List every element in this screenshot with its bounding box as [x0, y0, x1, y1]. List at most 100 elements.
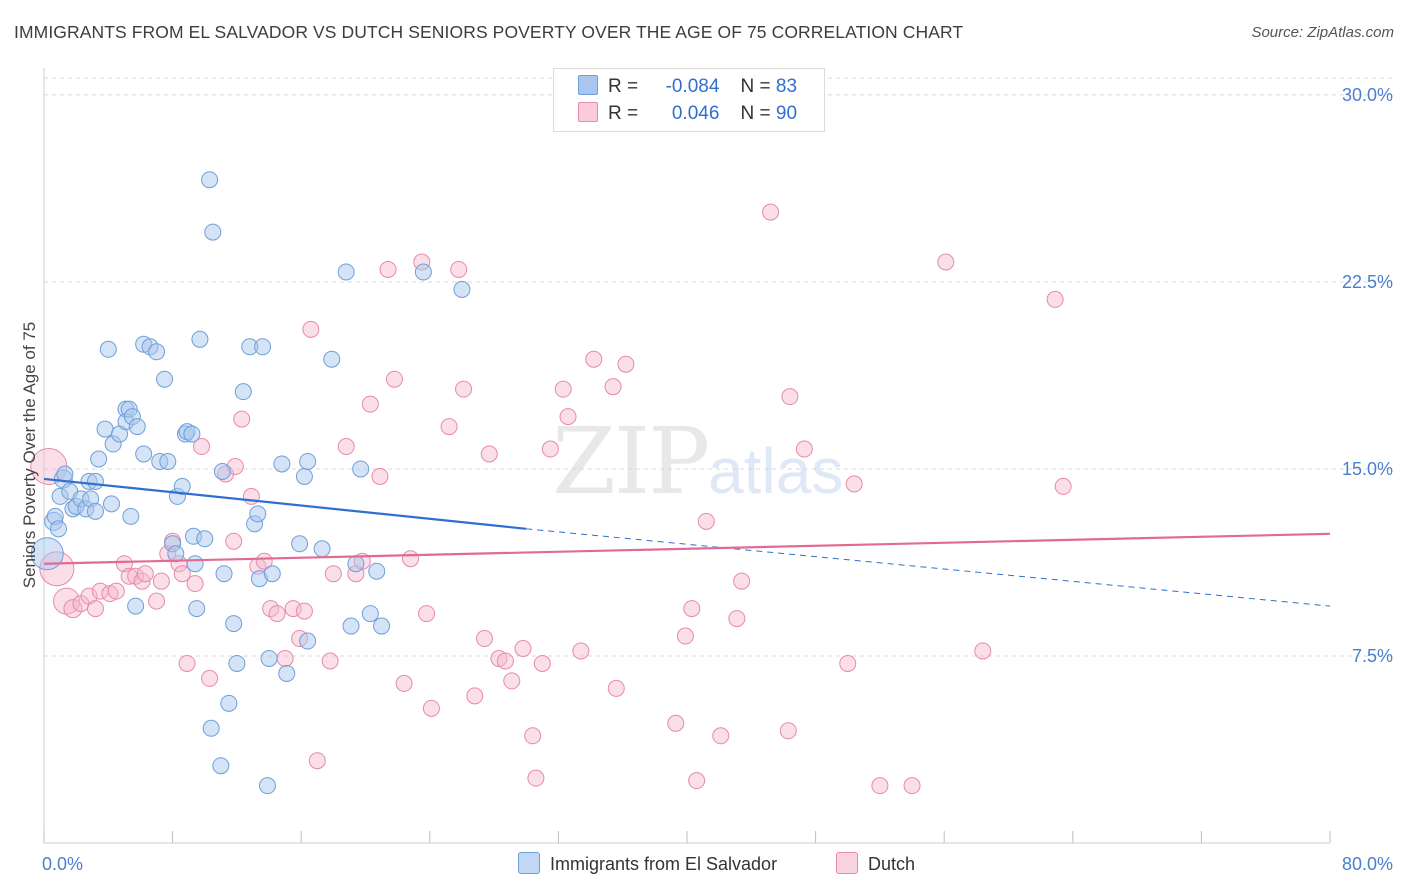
legend-n-label: N = — [740, 103, 771, 124]
legend-swatch-blue — [578, 75, 598, 95]
dutch-point — [422, 699, 440, 717]
dutch-point — [871, 777, 889, 795]
el-salvador-point — [99, 340, 117, 358]
legend-swatch-pink — [578, 102, 598, 122]
dutch-point — [466, 687, 484, 705]
el-salvador-point — [188, 600, 206, 618]
dutch-point — [554, 380, 572, 398]
bottom-legend-dutch: Dutch — [836, 852, 915, 875]
dutch-point — [607, 679, 625, 697]
el-salvador-point — [173, 477, 191, 495]
el-salvador-point — [234, 383, 252, 401]
el-salvador-point — [135, 445, 153, 463]
el-salvador-point — [183, 425, 201, 443]
dutch-point — [379, 260, 397, 278]
dutch-point — [136, 565, 154, 583]
el-salvador-point — [225, 615, 243, 633]
el-salvador-point — [127, 597, 145, 615]
dutch-point — [276, 649, 294, 667]
stats-legend: R = -0.084 N = 83 R = 0.046 N = 90 — [553, 68, 825, 132]
dutch-point — [697, 512, 715, 530]
el-salvador-point — [373, 617, 391, 635]
el-salvador-point — [352, 460, 370, 478]
dutch-point — [688, 772, 706, 790]
dutch-point — [395, 674, 413, 692]
dutch-point — [604, 378, 622, 396]
dutch-point — [572, 642, 590, 660]
el-salvador-point — [167, 545, 185, 563]
x-tick-label: 0.0% — [42, 854, 83, 874]
dutch-point — [845, 475, 863, 493]
legend-r-label: R = — [608, 76, 639, 97]
el-salvador-point — [128, 418, 146, 436]
el-salvador-point — [299, 452, 317, 470]
dutch-point — [514, 640, 532, 658]
el-salvador-point — [156, 370, 174, 388]
el-salvador-point — [260, 649, 278, 667]
dutch-point — [193, 438, 211, 456]
dutch-point — [762, 203, 780, 221]
bottom-legend-label: Immigrants from El Salvador — [550, 854, 778, 874]
dutch-point — [152, 572, 170, 590]
dutch-trend-line — [43, 532, 1331, 565]
el-salvador-point — [337, 263, 355, 281]
watermark-zip: ZIP — [552, 408, 710, 515]
legend-r-label: R = — [608, 103, 639, 124]
dutch-point — [337, 438, 355, 456]
legend-n-label: N = — [740, 76, 771, 97]
dutch-point — [321, 652, 339, 670]
el-salvador-point — [361, 605, 379, 623]
el-salvador-point — [86, 472, 104, 490]
dutch-point — [450, 260, 468, 278]
el-salvador-point — [204, 223, 222, 241]
el-salvador-point — [347, 555, 365, 573]
dutch-point — [63, 599, 83, 619]
dutch-point — [903, 777, 921, 795]
dutch-point — [559, 408, 577, 426]
dutch-point — [1054, 477, 1072, 495]
el-salvador-point — [258, 777, 276, 795]
el-salvador-point — [323, 350, 341, 368]
dutch-point — [308, 752, 326, 770]
watermark: ZIPatlas — [552, 408, 843, 515]
el-salvador-point — [368, 562, 386, 580]
dutch-point — [541, 440, 559, 458]
dutch-point — [53, 587, 81, 615]
el-salvador-point — [49, 520, 67, 538]
el-salvador-point — [299, 632, 317, 650]
dutch-point — [712, 727, 730, 745]
el-salvador-point — [215, 565, 233, 583]
el-salvador-point — [273, 455, 291, 473]
el-salvador-point — [30, 537, 64, 571]
y-tick-label: 30.0% — [1342, 85, 1393, 105]
el-salvador-trend-extrapolated — [526, 528, 1331, 607]
el-salvador-point — [254, 338, 272, 356]
x-tick-label: 80.0% — [1342, 854, 1393, 874]
chart-title: IMMIGRANTS FROM EL SALVADOR VS DUTCH SEN… — [14, 22, 964, 42]
dutch-point — [496, 652, 514, 670]
dutch-point — [503, 672, 521, 690]
dutch-point — [733, 572, 751, 590]
dutch-point — [86, 600, 104, 618]
dutch-point — [186, 575, 204, 593]
dutch-point — [1046, 290, 1064, 308]
el-salvador-point — [249, 505, 267, 523]
el-salvador-point — [122, 507, 140, 525]
legend-n-value: 90 — [775, 103, 798, 124]
el-salvador-point — [453, 280, 471, 298]
dutch-point — [302, 320, 320, 338]
dutch-point — [781, 388, 799, 406]
dutch-point — [178, 654, 196, 672]
watermark-atlas: atlas — [708, 435, 844, 507]
dutch-point — [173, 565, 191, 583]
el-salvador-trend-line — [43, 477, 527, 530]
dutch-point — [418, 605, 436, 623]
el-salvador-point — [86, 502, 104, 520]
dutch-point — [255, 552, 273, 570]
dutch-point — [585, 350, 603, 368]
bottom-legend-swatch-pink — [836, 852, 858, 874]
dutch-point — [527, 769, 545, 787]
el-salvador-point — [342, 617, 360, 635]
dutch-point — [839, 654, 857, 672]
